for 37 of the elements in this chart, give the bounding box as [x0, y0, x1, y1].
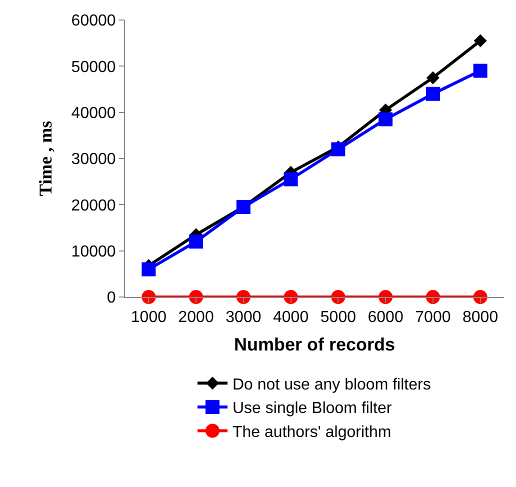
x-tick-label: 4000: [273, 309, 309, 326]
point: [331, 290, 346, 304]
point: [331, 142, 346, 156]
point: [284, 172, 298, 186]
x-axis-title: Number of records: [234, 334, 396, 354]
point: [474, 34, 487, 48]
y-axis-title: Time , ms: [36, 120, 56, 196]
y-tick-label: 20000: [71, 197, 116, 214]
x-tick-label: 5000: [320, 309, 356, 326]
legend-label: The authors' algorithm: [232, 424, 392, 441]
legend-label: Use single Bloom filter: [232, 400, 392, 418]
point: [426, 71, 440, 84]
point: [284, 290, 298, 304]
point: [142, 290, 156, 304]
point: [189, 234, 204, 249]
point: [426, 290, 440, 304]
x-tick-label: 6000: [368, 309, 404, 326]
y-tick-label: 40000: [71, 104, 116, 122]
x-tick-label: 1000: [130, 309, 167, 326]
x-tick-label: 8000: [462, 309, 498, 326]
point: [189, 290, 204, 304]
point: [142, 262, 156, 276]
x-tick-label: 2000: [178, 309, 214, 326]
point: [378, 290, 393, 304]
point: [378, 112, 393, 126]
y-tick-label: 50000: [71, 58, 116, 76]
legend-label: Do not use any bloom filters: [232, 376, 431, 394]
y-tick-label: 0: [106, 290, 116, 307]
y-tick-label: 10000: [71, 243, 116, 260]
x-tick-label: 7000: [415, 309, 451, 326]
y-tick-label: 60000: [71, 12, 116, 30]
point: [236, 290, 250, 304]
y-tick-label: 30000: [71, 151, 116, 168]
point: [473, 290, 488, 304]
x-tick-label: 3000: [226, 309, 262, 326]
point: [473, 64, 488, 78]
point: [426, 86, 440, 101]
